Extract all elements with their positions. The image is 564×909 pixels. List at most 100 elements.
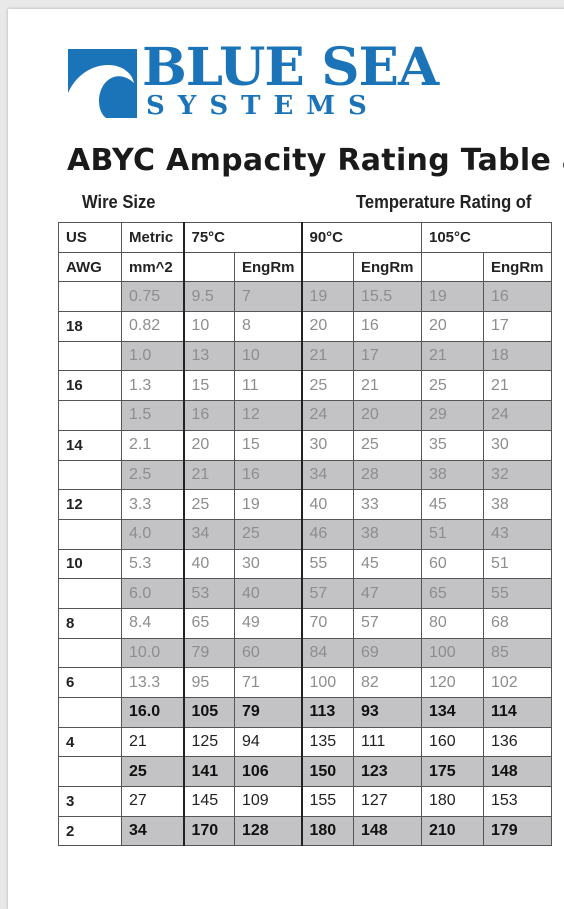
cell-75c: 16 [183, 400, 235, 431]
cell-75c-engrm: 19 [234, 489, 303, 520]
cell-75c-engrm: 7 [234, 281, 303, 313]
cell-90c: 135 [301, 726, 354, 758]
cell-75c: 65 [183, 607, 235, 639]
cell-105c: 20 [421, 311, 484, 342]
cell-us-awg [58, 281, 122, 313]
wave-logo-icon [68, 49, 137, 118]
cell-105c-engrm: 24 [483, 400, 552, 431]
cell-75c-engrm: 128 [234, 815, 303, 847]
cell-90c: 150 [301, 756, 354, 788]
header-row-temperature: US Metric 75°C 90°C 105°C [58, 222, 552, 253]
cell-90c-engrm: 20 [353, 400, 422, 431]
cell-metric-mm2: 34 [121, 815, 185, 847]
cell-105c-engrm: 32 [483, 459, 552, 491]
cell-105c: 180 [421, 786, 484, 817]
cell-75c-engrm: 60 [234, 637, 303, 669]
cell-90c-engrm: 38 [353, 518, 422, 550]
cell-105c: 60 [421, 548, 484, 580]
cell-90c: 155 [301, 786, 354, 817]
table-row: 12 3.3 25 19 40 33 45 38 [58, 489, 552, 520]
cell-75c: 10 [183, 311, 235, 342]
cell-105c: 45 [421, 489, 484, 520]
cell-us-awg [58, 340, 122, 372]
cell-105c: 35 [421, 429, 484, 461]
table-row: 2.5 21 16 34 28 38 32 [58, 459, 552, 491]
cell-us-awg: 4 [58, 726, 122, 758]
cell-metric-mm2: 13.3 [121, 667, 185, 698]
cell-90c-engrm: 47 [353, 578, 422, 609]
cell-metric-mm2: 8.4 [121, 607, 185, 639]
cell-us-awg: 12 [58, 489, 122, 520]
cell-105c-engrm: 102 [483, 667, 552, 698]
ampacity-table: US Metric 75°C 90°C 105°C AWG mm^2 EngRm… [58, 222, 552, 847]
cell-us-awg: 18 [58, 311, 122, 342]
cell-90c-engrm: 17 [353, 340, 422, 372]
table-row: 25 141 106 150 123 175 148 [58, 756, 552, 788]
header-75c-blank [183, 251, 235, 283]
cell-metric-mm2: 27 [121, 786, 185, 817]
table-row: 10 5.3 40 30 55 45 60 51 [58, 548, 552, 580]
cell-105c-engrm: 51 [483, 548, 552, 580]
page-title: ABYC Ampacity Rating Table at 3 [67, 143, 564, 178]
cell-us-awg: 6 [58, 667, 122, 698]
cell-90c: 24 [301, 400, 354, 431]
cell-90c: 84 [301, 637, 354, 669]
cell-90c: 21 [301, 340, 354, 372]
table-row: 6 13.3 95 71 100 82 120 102 [58, 667, 552, 698]
cell-90c-engrm: 127 [353, 786, 422, 817]
cell-105c: 25 [421, 370, 484, 402]
cell-75c-engrm: 25 [234, 518, 303, 550]
logo-text-blue-sea: BLUE SEA [142, 37, 439, 98]
cell-75c-engrm: 30 [234, 548, 303, 580]
cell-75c-engrm: 16 [234, 459, 303, 491]
cell-metric-mm2: 0.82 [121, 311, 185, 342]
cell-90c: 180 [301, 815, 354, 847]
cell-105c-engrm: 16 [483, 281, 552, 313]
cell-metric-mm2: 0.75 [121, 281, 185, 313]
cell-90c-engrm: 93 [353, 697, 422, 728]
cell-105c-engrm: 18 [483, 340, 552, 372]
header-90c-blank [301, 251, 354, 283]
cell-75c-engrm: 11 [234, 370, 303, 402]
cell-metric-mm2: 1.0 [121, 340, 185, 372]
cell-105c: 65 [421, 578, 484, 609]
cell-us-awg: 10 [58, 548, 122, 580]
cell-metric-mm2: 1.3 [121, 370, 185, 402]
header-us: US [58, 222, 122, 253]
cell-105c: 51 [421, 518, 484, 550]
table-row: 3 27 145 109 155 127 180 153 [58, 786, 552, 817]
header-75c: 75°C [183, 222, 303, 253]
cell-75c: 9.5 [183, 281, 235, 313]
cell-75c: 125 [183, 726, 235, 758]
cell-us-awg [58, 459, 122, 491]
cell-us-awg [58, 578, 122, 609]
cell-90c-engrm: 33 [353, 489, 422, 520]
cell-90c: 19 [301, 281, 354, 313]
cell-90c-engrm: 69 [353, 637, 422, 669]
cell-90c: 55 [301, 548, 354, 580]
header-105c-engrm: EngRm [483, 251, 552, 283]
cell-105c-engrm: 30 [483, 429, 552, 461]
cell-105c-engrm: 136 [483, 726, 552, 758]
cell-75c-engrm: 49 [234, 607, 303, 639]
cell-105c: 38 [421, 459, 484, 491]
cell-metric-mm2: 25 [121, 756, 185, 788]
cell-105c-engrm: 17 [483, 311, 552, 342]
cell-us-awg: 2 [58, 815, 122, 847]
cell-90c: 70 [301, 607, 354, 639]
cell-105c: 80 [421, 607, 484, 639]
cell-105c: 21 [421, 340, 484, 372]
cell-105c: 175 [421, 756, 484, 788]
table-row: 16.0 105 79 113 93 134 114 [58, 697, 552, 728]
cell-metric-mm2: 1.5 [121, 400, 185, 431]
cell-75c: 170 [183, 815, 235, 847]
cell-90c-engrm: 16 [353, 311, 422, 342]
cell-75c: 105 [183, 697, 235, 728]
cell-90c-engrm: 111 [353, 726, 422, 758]
cell-105c: 19 [421, 281, 484, 313]
cell-75c-engrm: 15 [234, 429, 303, 461]
cell-105c-engrm: 179 [483, 815, 552, 847]
cell-us-awg: 8 [58, 607, 122, 639]
cell-75c: 25 [183, 489, 235, 520]
cell-105c: 100 [421, 637, 484, 669]
